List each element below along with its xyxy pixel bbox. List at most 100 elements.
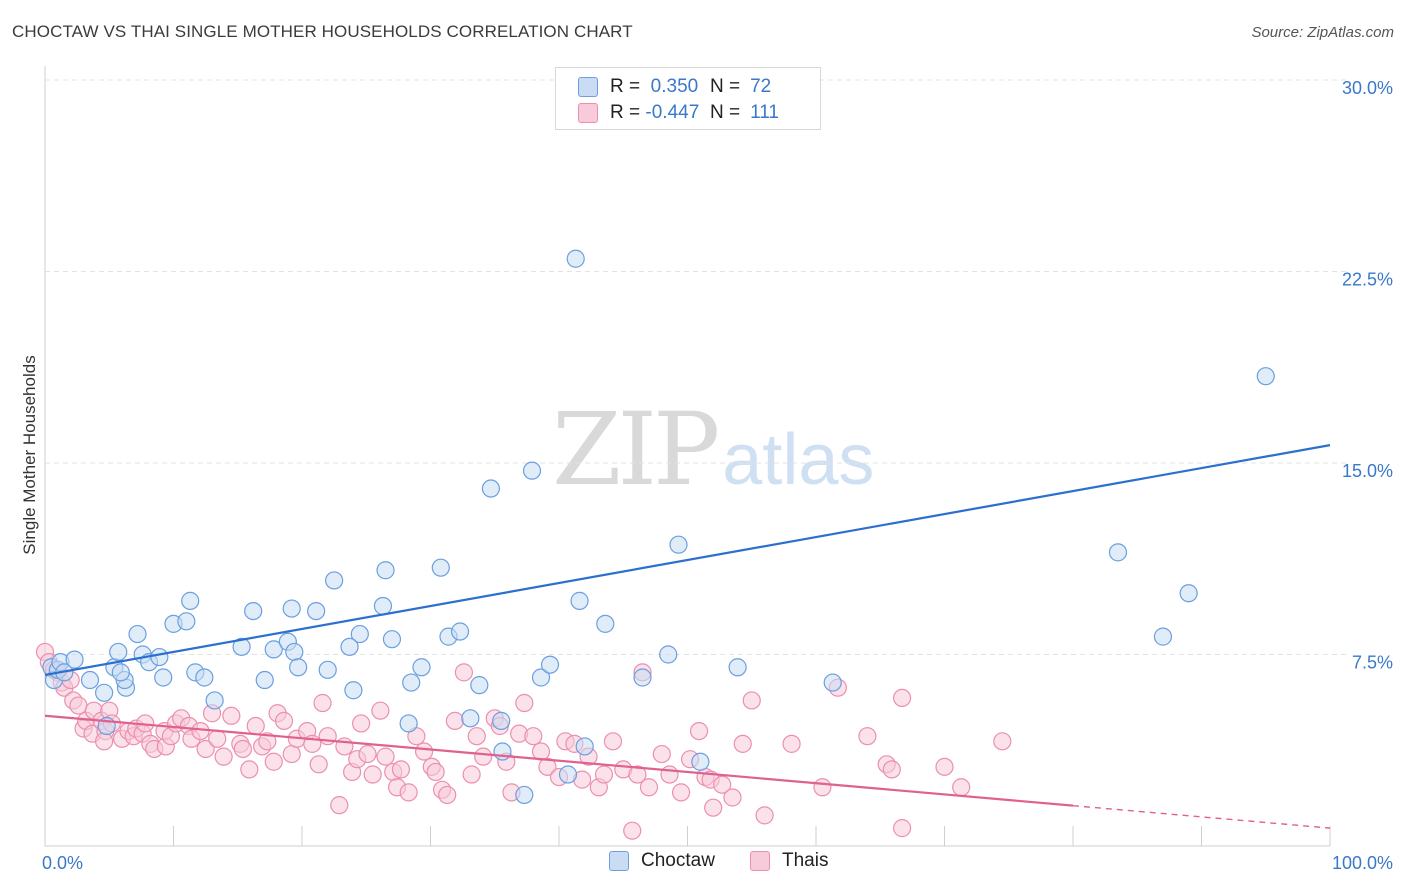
point-choctaw — [669, 535, 688, 554]
point-choctaw — [575, 737, 594, 756]
point-thais — [813, 778, 832, 797]
point-thais — [240, 760, 259, 779]
point-choctaw — [80, 670, 100, 690]
point-thais — [671, 783, 691, 802]
point-choctaw — [177, 612, 196, 631]
point-thais — [233, 739, 252, 759]
y-tick-label: 30.0% — [1342, 78, 1393, 98]
point-choctaw — [450, 622, 470, 641]
legend-n-value: 111 — [750, 102, 779, 123]
point-choctaw — [232, 637, 251, 656]
point-choctaw — [282, 599, 301, 618]
point-thais — [399, 783, 418, 802]
point-thais — [258, 732, 277, 751]
point-thais — [858, 727, 877, 746]
data-points — [35, 86, 1275, 840]
point-thais — [733, 734, 752, 753]
point-choctaw — [515, 785, 534, 805]
point-thais — [445, 711, 465, 730]
point-thais — [352, 714, 371, 733]
point-choctaw — [340, 637, 359, 656]
legend-r-label: R = — [610, 76, 641, 97]
point-choctaw — [244, 601, 263, 621]
point-choctaw — [522, 461, 542, 480]
point-thais — [274, 711, 294, 730]
legend-n-label: N = — [710, 102, 741, 123]
point-thais — [892, 688, 912, 708]
point-thais — [246, 716, 265, 736]
trend-lines — [44, 444, 1331, 829]
legend-item-choctaw[interactable]: Choctaw — [609, 850, 715, 872]
point-thais — [282, 744, 301, 764]
point-choctaw — [1153, 627, 1173, 646]
point-thais — [309, 755, 328, 774]
point-thais — [264, 752, 283, 771]
point-choctaw — [65, 650, 84, 669]
series-legend: Choctaw Thais — [0, 850, 1406, 878]
legend-label-thais: Thais — [782, 850, 829, 871]
point-thais — [892, 819, 912, 838]
point-thais — [391, 760, 411, 779]
point-choctaw — [289, 658, 308, 677]
point-thais — [438, 785, 457, 805]
point-choctaw — [154, 668, 173, 687]
legend-item-thais[interactable]: Thais — [750, 850, 828, 872]
point-thais — [358, 744, 377, 764]
point-thais — [191, 721, 210, 741]
point-choctaw — [412, 658, 431, 677]
point-choctaw — [470, 676, 489, 695]
source-label: Source: ZipAtlas.com — [1251, 24, 1394, 41]
y-tick-label: 22.5% — [1342, 270, 1393, 290]
point-choctaw — [633, 668, 652, 687]
point-choctaw — [255, 670, 274, 690]
point-choctaw — [659, 645, 678, 664]
point-choctaw — [461, 709, 480, 728]
point-choctaw — [481, 479, 500, 498]
point-thais — [660, 765, 679, 784]
point-choctaw — [318, 660, 337, 679]
point-thais — [713, 775, 732, 794]
point-thais — [723, 788, 742, 807]
point-choctaw — [195, 668, 214, 687]
point-choctaw — [307, 601, 326, 621]
point-thais — [652, 744, 671, 764]
point-choctaw — [399, 714, 418, 733]
point-thais — [524, 727, 543, 746]
point-choctaw — [205, 691, 224, 710]
point-choctaw — [540, 655, 560, 674]
point-thais — [330, 796, 349, 815]
tick-labels: 7.5% 15.0% 22.5% 30.0% 0.0% 100.0% — [42, 78, 1393, 873]
point-thais — [376, 747, 395, 766]
point-choctaw — [566, 249, 585, 268]
watermark-atlas: atlas — [722, 420, 875, 500]
legend-n-value: 72 — [750, 76, 772, 97]
legend-swatch-choctaw — [578, 77, 598, 97]
point-choctaw — [325, 571, 344, 590]
point-thais — [371, 701, 390, 720]
point-thais — [538, 757, 557, 776]
point-thais — [689, 721, 709, 741]
legend-swatch-choctaw — [609, 851, 629, 871]
point-thais — [196, 739, 215, 759]
point-thais — [515, 693, 534, 713]
point-choctaw — [95, 683, 114, 702]
axes — [44, 66, 1331, 847]
chart-title: CHOCTAW VS THAI SINGLE MOTHER HOUSEHOLDS… — [12, 22, 633, 41]
trend-line-choctaw — [44, 444, 1331, 677]
point-thais — [742, 691, 761, 710]
point-choctaw — [382, 630, 402, 649]
point-choctaw — [1256, 367, 1275, 386]
point-choctaw — [109, 642, 128, 662]
point-choctaw — [596, 614, 615, 633]
point-thais — [414, 742, 434, 761]
point-thais — [628, 765, 647, 784]
trend-line-thais — [44, 714, 1074, 807]
grid-lines — [45, 79, 1350, 655]
point-choctaw — [350, 624, 369, 644]
point-thais — [531, 742, 551, 761]
point-choctaw — [111, 663, 130, 682]
point-thais — [318, 727, 337, 746]
point-choctaw — [402, 673, 421, 692]
point-thais — [467, 727, 486, 746]
